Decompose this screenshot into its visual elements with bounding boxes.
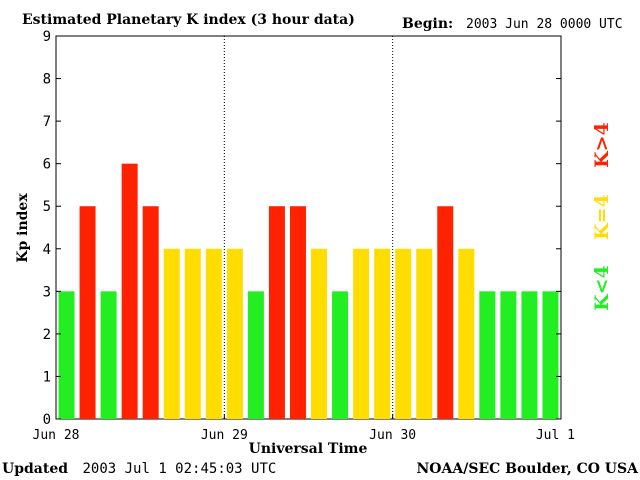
y-axis-label: Kp index — [15, 193, 31, 263]
kp-bar — [437, 206, 454, 419]
kp-bar — [289, 206, 306, 419]
y-tick-label: 8 — [43, 72, 51, 88]
kp-bar — [58, 291, 75, 419]
legend-entry: K=4 — [591, 194, 613, 240]
x-axis-ticks: Jun 28 Jun 29 Jun 30 Jul 1 — [33, 414, 575, 443]
kp-bar — [353, 248, 370, 419]
begin-label: Begin: — [402, 16, 453, 32]
kp-bar — [121, 163, 138, 419]
kp-bar — [100, 291, 117, 419]
legend-entry: K<4 — [591, 265, 613, 311]
y-tick-label: 5 — [43, 199, 51, 215]
kp-bar — [226, 248, 243, 419]
y-tick-label: 4 — [43, 242, 51, 258]
begin-value: 2003 Jun 28 0000 UTC — [466, 17, 623, 32]
kp-bar — [542, 291, 559, 419]
day-dividers — [223, 36, 394, 419]
kp-bar — [247, 291, 264, 419]
kp-bar — [205, 248, 222, 419]
kp-bar — [500, 291, 517, 419]
y-tick-label: 1 — [43, 369, 51, 385]
kp-bar — [311, 248, 328, 419]
kp-bar — [395, 248, 412, 419]
kp-bar — [374, 248, 391, 419]
kp-bar — [142, 206, 159, 419]
legend-entry: K>4 — [591, 122, 613, 168]
kp-bar — [332, 291, 349, 419]
kp-bar — [184, 248, 201, 419]
footer-source: NOAA/SEC Boulder, CO USA — [417, 461, 640, 477]
y-axis-ticks: 0 1 2 3 4 5 6 7 8 9 — [43, 29, 561, 428]
x-axis-label: Universal Time — [249, 441, 368, 457]
y-tick-label: 0 — [43, 412, 51, 428]
chart-title: Estimated Planetary K index (3 hour data… — [22, 12, 355, 28]
kp-bar — [521, 291, 538, 419]
y-tick-label: 3 — [43, 284, 51, 300]
kp-bar — [479, 291, 496, 419]
y-tick-label: 7 — [43, 114, 51, 130]
x-tick-label: Jun 30 — [369, 428, 416, 443]
kp-bar — [416, 248, 433, 419]
kp-bar — [79, 206, 96, 419]
updated-value: 2003 Jul 1 02:45:03 UTC — [82, 461, 276, 477]
updated-label: Updated — [2, 461, 68, 477]
y-tick-label: 6 — [43, 157, 51, 173]
plot-frame — [55, 35, 562, 420]
x-tick-label: Jul 1 — [536, 428, 575, 443]
kp-bar — [163, 248, 180, 419]
bars — [58, 163, 559, 419]
x-tick-label: Jun 28 — [33, 428, 80, 443]
footer-updated: Updated 2003 Jul 1 02:45:03 UTC — [2, 461, 276, 477]
legend: K<4 K=4 K>4 — [591, 122, 613, 311]
y-tick-label: 2 — [43, 327, 51, 343]
y-tick-label: 9 — [43, 29, 51, 45]
kp-bar — [458, 248, 475, 419]
x-tick-label: Jun 29 — [201, 428, 248, 443]
kp-bar — [268, 206, 285, 419]
